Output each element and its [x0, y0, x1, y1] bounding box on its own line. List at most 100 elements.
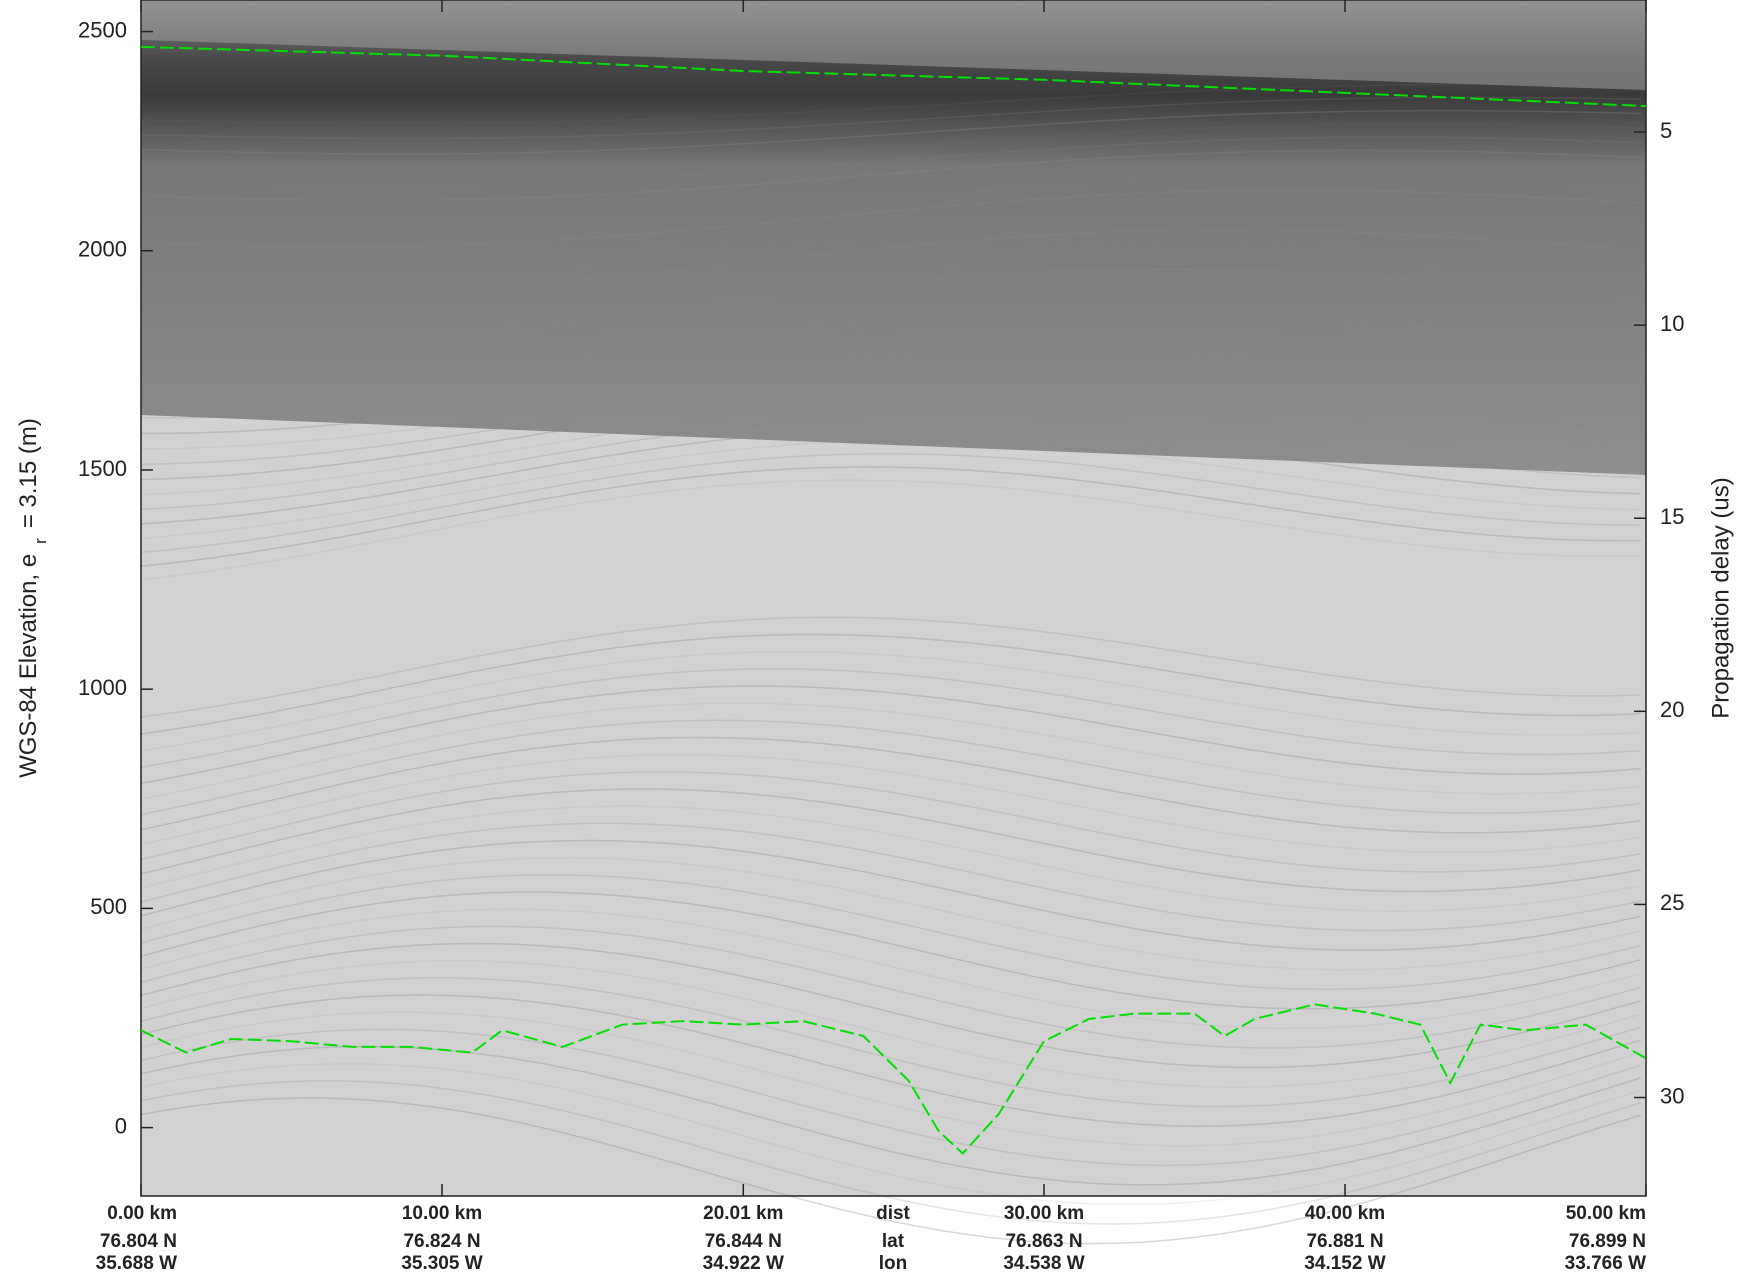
x-tick-label: 10.00 km — [402, 1203, 482, 1224]
layer-line — [140, 479, 1642, 581]
layer-line — [140, 294, 1642, 373]
layer-line — [140, 702, 1642, 800]
layer-line — [140, 1080, 1642, 1225]
layer-line — [140, 788, 1642, 893]
x-tick-label: 50.00 km — [1566, 1203, 1646, 1224]
y-axis-label-main: WGS-84 Elevation, e — [15, 554, 42, 778]
y2-tick-label: 30 — [1660, 1083, 1684, 1108]
lat-label: 76.863 N — [1005, 1231, 1082, 1252]
layer-line — [140, 109, 1642, 155]
layer-line — [140, 977, 1642, 1108]
x-tick-label: 0.00 km — [107, 1203, 177, 1224]
y-tick-label: 500 — [90, 894, 127, 919]
layer-line — [140, 374, 1642, 466]
layer-line — [140, 650, 1642, 752]
layer-line — [140, 685, 1642, 784]
layer-pick — [140, 45, 1647, 108]
y-axis-label-suffix: = 3.15 (m) — [15, 418, 42, 528]
layer-line — [140, 874, 1642, 991]
plot-frame — [140, 0, 1647, 1197]
layer-line — [140, 123, 1642, 171]
x-tick-label: 30.00 km — [1004, 1203, 1084, 1224]
layer-line — [140, 891, 1642, 1010]
y-tick-label: 2000 — [78, 237, 127, 262]
lat-label: 76.804 N — [100, 1231, 177, 1252]
layer-line — [140, 453, 1642, 554]
lon-label: 33.766 W — [1565, 1253, 1646, 1273]
layer-line — [140, 1028, 1642, 1167]
lon-label: 35.688 W — [96, 1253, 177, 1273]
y-tick-label: 2500 — [78, 17, 127, 42]
layer-line — [140, 334, 1642, 419]
y2-tick-label: 20 — [1660, 697, 1684, 722]
layer-line — [140, 189, 1642, 248]
layer-line — [140, 1097, 1642, 1245]
y2-axis-label: Propagation delay (us) — [1707, 477, 1734, 718]
y-tick-label: 1500 — [78, 456, 127, 481]
internal-layers — [140, 83, 1642, 1245]
lon-label: 34.152 W — [1304, 1253, 1385, 1273]
layer-line — [140, 959, 1642, 1088]
layer-line — [140, 321, 1642, 404]
y2-tick-label: 25 — [1660, 890, 1684, 915]
layer-pick — [140, 1003, 1647, 1155]
layer-line — [140, 839, 1642, 951]
layer-line — [140, 162, 1642, 217]
layer-line — [140, 255, 1642, 326]
y-axis-label-subscript: r — [31, 538, 50, 544]
y2-tick-label: 15 — [1660, 504, 1684, 529]
layer-line — [140, 736, 1642, 834]
layer-line — [140, 942, 1642, 1069]
layer-line — [140, 616, 1642, 718]
layer-line — [140, 268, 1642, 341]
layer-line — [140, 668, 1642, 768]
layer-line — [140, 822, 1642, 932]
layer-line — [140, 136, 1642, 186]
layer-line — [140, 753, 1642, 854]
layer-line — [140, 633, 1642, 735]
layer-line — [140, 719, 1642, 816]
layer-line — [140, 994, 1642, 1127]
y2-tick-label: 10 — [1660, 311, 1684, 336]
layer-line — [140, 228, 1642, 295]
layer-line — [140, 360, 1642, 450]
echogram-image — [141, 0, 1646, 1196]
layer-line — [140, 413, 1642, 511]
layer-line — [140, 96, 1642, 140]
row-label: lon — [879, 1253, 908, 1273]
layer-line — [140, 925, 1642, 1049]
layer-line — [140, 149, 1642, 202]
layer-line — [140, 347, 1642, 435]
y-tick-label: 0 — [115, 1113, 127, 1138]
x-tick-label: 40.00 km — [1305, 1203, 1385, 1224]
layer-line — [140, 466, 1642, 567]
lon-label: 34.538 W — [1003, 1253, 1084, 1273]
row-label: lat — [882, 1231, 905, 1252]
y2-tick-label: 5 — [1660, 118, 1672, 143]
layer-line — [140, 856, 1642, 971]
lat-label: 76.881 N — [1306, 1231, 1383, 1252]
lon-label: 34.922 W — [703, 1253, 784, 1273]
layer-line — [140, 281, 1642, 357]
row-label: dist — [876, 1203, 910, 1224]
layer-line — [140, 176, 1642, 233]
layer-line — [140, 387, 1642, 481]
layer-line — [140, 83, 1642, 124]
layer-line — [140, 1062, 1642, 1206]
lon-label: 35.305 W — [401, 1253, 482, 1273]
layer-line — [140, 1011, 1642, 1147]
x-tick-label: 20.01 km — [703, 1203, 783, 1224]
layer-line — [140, 308, 1642, 388]
lat-label: 76.844 N — [705, 1231, 782, 1252]
layer-line — [140, 242, 1642, 310]
layer-line — [140, 439, 1642, 540]
y-axis-label: WGS-84 Elevation, e r = 3.15 (m) — [15, 418, 50, 778]
layer-line — [140, 215, 1642, 279]
layer-line — [140, 805, 1642, 912]
layer-line — [140, 908, 1642, 1030]
layer-line — [140, 771, 1642, 873]
y-tick-label: 1000 — [78, 675, 127, 700]
lat-label: 76.824 N — [403, 1231, 480, 1252]
lat-label: 76.899 N — [1569, 1231, 1646, 1252]
